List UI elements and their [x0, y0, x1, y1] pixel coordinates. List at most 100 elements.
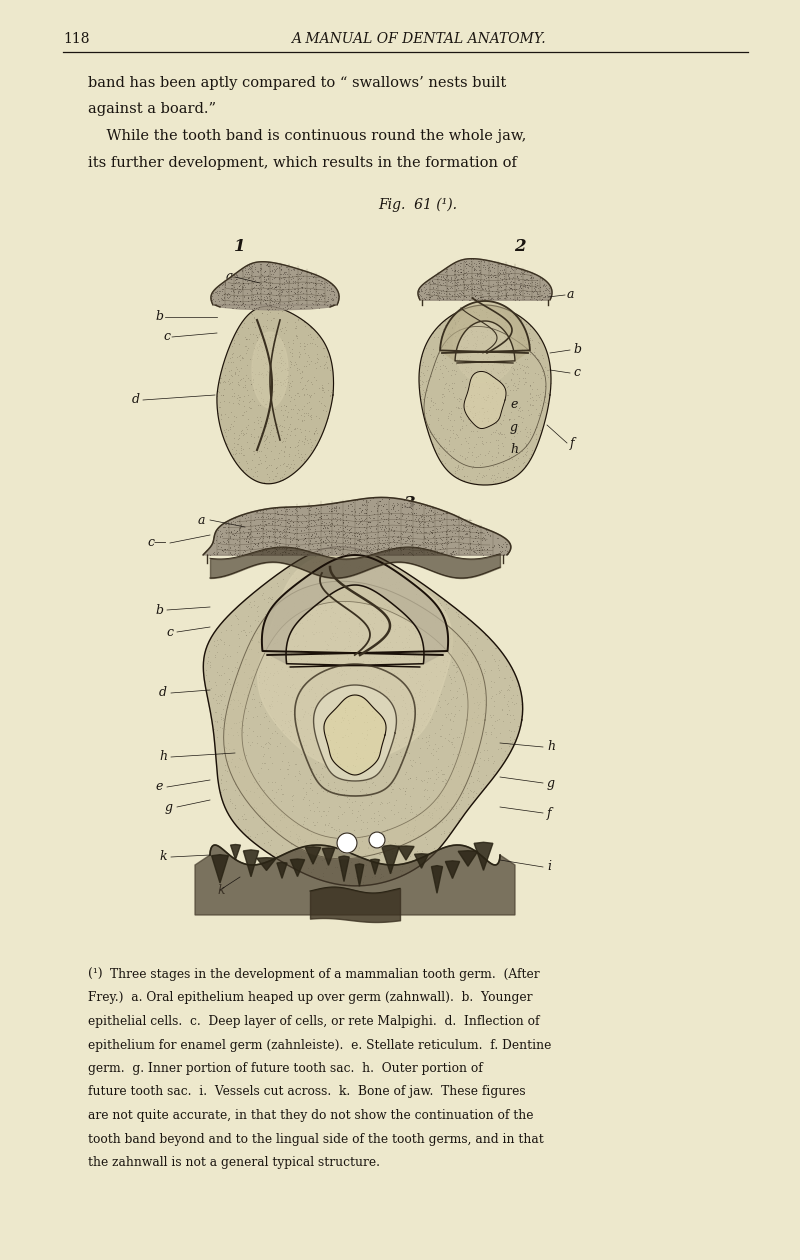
Polygon shape: [212, 854, 228, 883]
Point: [239, 401, 252, 421]
Point: [426, 606, 438, 626]
Point: [443, 520, 456, 541]
Point: [282, 386, 295, 406]
Point: [231, 324, 244, 344]
Point: [270, 374, 283, 394]
Point: [458, 537, 471, 557]
Point: [501, 694, 514, 714]
Point: [475, 284, 488, 304]
Point: [483, 277, 496, 297]
Point: [273, 537, 286, 557]
Point: [240, 684, 253, 704]
Point: [538, 273, 550, 294]
Point: [453, 607, 466, 627]
Point: [285, 375, 298, 396]
Point: [463, 780, 476, 800]
Point: [411, 510, 424, 530]
Point: [414, 505, 426, 525]
Point: [290, 354, 302, 374]
Point: [318, 517, 330, 537]
Point: [320, 553, 333, 573]
Point: [258, 267, 270, 287]
Point: [290, 318, 302, 338]
Point: [400, 762, 413, 782]
Point: [215, 765, 228, 785]
Point: [233, 427, 246, 447]
Point: [465, 358, 478, 378]
Point: [322, 515, 334, 535]
Point: [325, 287, 338, 307]
Point: [233, 785, 246, 805]
Point: [458, 263, 471, 284]
Polygon shape: [306, 847, 321, 864]
Point: [454, 256, 466, 276]
Point: [233, 712, 246, 732]
Point: [244, 520, 257, 541]
Point: [404, 750, 417, 770]
Point: [278, 267, 290, 287]
Point: [278, 323, 290, 343]
Point: [451, 270, 464, 290]
Point: [422, 726, 435, 746]
Point: [328, 724, 341, 745]
Point: [270, 260, 282, 280]
Point: [270, 615, 283, 635]
Point: [367, 648, 380, 668]
Point: [244, 349, 257, 369]
Point: [479, 776, 492, 796]
Point: [298, 830, 311, 850]
Point: [330, 500, 343, 520]
Point: [325, 499, 338, 519]
Point: [235, 277, 248, 297]
Point: [502, 265, 515, 285]
Point: [366, 750, 378, 770]
Point: [398, 636, 411, 656]
Point: [284, 425, 297, 445]
Point: [446, 378, 458, 398]
Point: [305, 398, 318, 418]
Point: [525, 444, 538, 464]
Text: A MANUAL OF DENTAL ANATOMY.: A MANUAL OF DENTAL ANATOMY.: [290, 32, 546, 47]
Point: [492, 423, 505, 444]
Point: [296, 626, 309, 646]
Point: [449, 261, 462, 281]
Point: [502, 467, 514, 488]
Point: [448, 696, 461, 716]
Point: [434, 287, 446, 307]
Point: [318, 542, 331, 562]
Point: [423, 289, 436, 309]
Point: [257, 500, 270, 520]
Point: [232, 428, 245, 449]
Point: [256, 612, 269, 633]
Point: [357, 490, 370, 510]
Point: [241, 724, 254, 745]
Point: [262, 333, 274, 353]
Point: [322, 500, 335, 520]
Point: [300, 512, 313, 532]
Point: [371, 536, 384, 556]
Point: [351, 680, 364, 701]
Point: [264, 698, 277, 718]
Point: [457, 728, 470, 748]
Point: [526, 330, 538, 350]
Point: [356, 830, 369, 850]
Point: [414, 844, 427, 864]
Point: [287, 258, 300, 278]
Point: [263, 275, 276, 295]
Point: [258, 639, 271, 659]
Point: [289, 537, 302, 557]
Point: [215, 539, 228, 559]
Point: [370, 601, 383, 621]
Point: [524, 272, 537, 292]
Point: [394, 538, 406, 558]
Point: [494, 466, 506, 486]
Point: [475, 353, 488, 373]
Point: [282, 537, 295, 557]
Point: [399, 512, 412, 532]
Point: [510, 280, 522, 300]
Point: [203, 656, 216, 677]
Point: [418, 690, 430, 711]
Point: [291, 410, 304, 430]
Point: [286, 674, 299, 694]
Point: [235, 525, 248, 546]
